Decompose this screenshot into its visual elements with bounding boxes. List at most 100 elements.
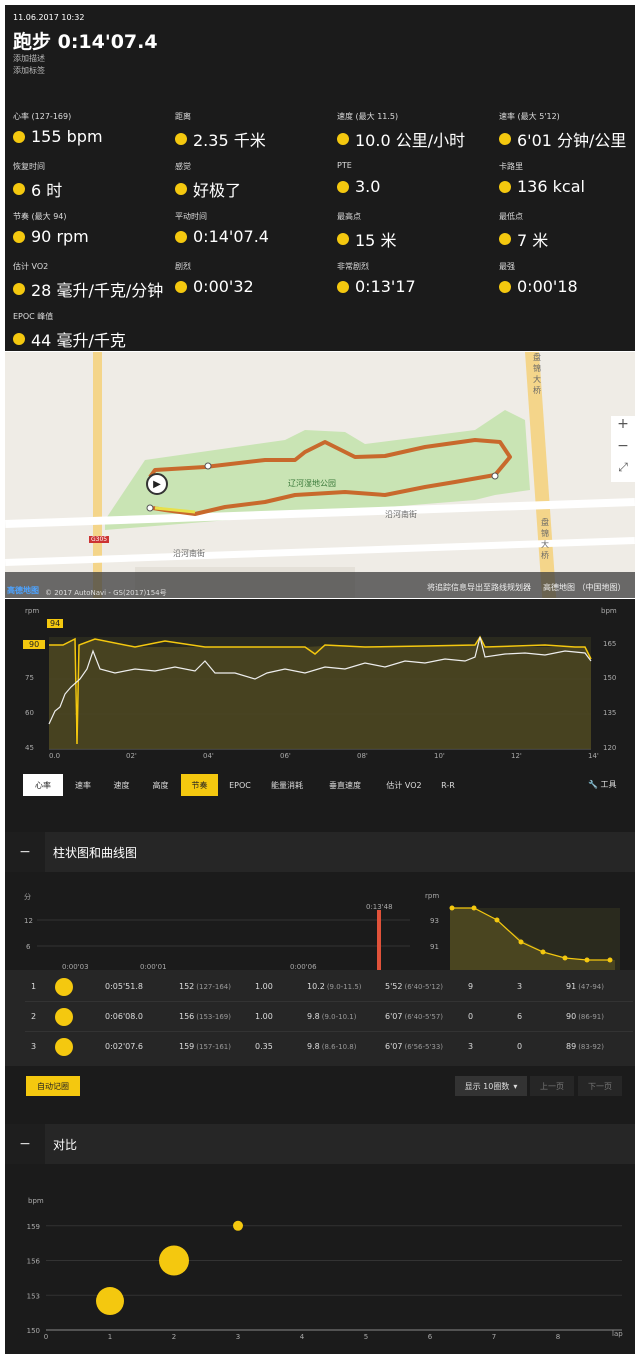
cell-range: (47-94) bbox=[578, 983, 604, 991]
stat-value: 155 bpm bbox=[13, 127, 103, 146]
chevron-down-icon: ▾ bbox=[513, 1081, 518, 1091]
cell-dist: 0.35 bbox=[255, 1042, 273, 1051]
compare-chart[interactable]: 159 156 153 150 0 1 2 3 4 5 6 7 8 bbox=[0, 1200, 640, 1350]
laps-per-page-select[interactable]: 显示 10圈数 ▾ bbox=[455, 1076, 527, 1096]
x-tick-label: 2 bbox=[172, 1333, 176, 1341]
add-description-link[interactable]: 添加描述 bbox=[13, 54, 45, 63]
cadence-point bbox=[449, 905, 455, 911]
collapse-button[interactable]: − bbox=[5, 832, 45, 872]
table-row[interactable]: 3 0:02'07.6 159 (157-161) 0.35 9.8 (8.6-10.8) 6… bbox=[25, 1032, 633, 1062]
cell-value: 0 bbox=[517, 1042, 523, 1051]
tools-button[interactable]: 🔧 工具 bbox=[588, 779, 617, 790]
x-tick-label: 0 bbox=[44, 1333, 48, 1341]
section-histogram-header[interactable]: − 柱状图和曲线图 bbox=[5, 832, 635, 872]
zoom-in-button[interactable]: + bbox=[617, 416, 629, 432]
tab-6[interactable]: 能量消耗 bbox=[271, 780, 303, 790]
cell-b: 3 bbox=[517, 982, 522, 991]
collapse-button[interactable]: − bbox=[5, 1124, 45, 1164]
export-route-link[interactable]: 将追踪信息导出至路线规划器 bbox=[427, 583, 531, 592]
map-source-select[interactable]: 高德地图 （中国地图） bbox=[543, 583, 626, 592]
cell-range: (6'56-5'33) bbox=[404, 1043, 444, 1051]
right-axis-tick: 135 bbox=[603, 709, 617, 717]
page-title: 跑步 0:14'07.4 bbox=[13, 31, 158, 53]
stat-label: 非常剧烈 bbox=[337, 262, 369, 271]
cell-range: (157-161) bbox=[196, 1043, 231, 1051]
main-chart-svg[interactable] bbox=[5, 599, 635, 769]
pace-icon bbox=[499, 133, 511, 145]
heart-icon bbox=[13, 130, 25, 143]
cell-pace: 6'07 (6'40-5'57) bbox=[385, 1012, 443, 1021]
stat-value: 好极了 bbox=[175, 177, 241, 201]
left-axis-tick: 60 bbox=[25, 709, 34, 717]
cell-value: 0:02'07.6 bbox=[105, 1042, 143, 1051]
histogram-chart[interactable] bbox=[5, 880, 635, 972]
tab-1[interactable]: 速率 bbox=[75, 780, 91, 790]
tab-0[interactable]: 心率 bbox=[23, 774, 63, 796]
cell-hr: 159 (157-161) bbox=[179, 1042, 231, 1051]
histogram-bar bbox=[377, 910, 381, 970]
road-horizontal-1 bbox=[5, 498, 635, 528]
tab-4[interactable]: 节奏 bbox=[181, 774, 218, 796]
cadence-tick: 93 bbox=[430, 917, 439, 925]
x-tick-label: 8 bbox=[556, 1333, 560, 1341]
stat-label: PTE bbox=[337, 161, 352, 170]
stat-value: 0:00'18 bbox=[499, 277, 578, 296]
zoom-out-button[interactable]: − bbox=[617, 438, 629, 454]
stat-label: 速度 (最大 11.5) bbox=[337, 112, 399, 121]
right-axis-unit: bpm bbox=[601, 607, 617, 615]
tab-8[interactable]: 估计 VO2 bbox=[386, 780, 422, 790]
tab-bar bbox=[5, 765, 635, 829]
down-arrow-icon bbox=[499, 233, 511, 245]
tab-7[interactable]: 垂直速度 bbox=[329, 780, 361, 790]
cadence-point bbox=[607, 957, 613, 963]
laps-per-page-label: 显示 10圈数 bbox=[464, 1081, 510, 1091]
bar-label: 0:00'03 bbox=[62, 963, 89, 971]
tab-2[interactable]: 速度 bbox=[113, 780, 130, 790]
x-tick-label: 6 bbox=[428, 1333, 433, 1341]
left-axis-tick: 75 bbox=[25, 674, 34, 682]
route-map[interactable]: ▶ 辽河湿地公园 沿河南街 沿河南街 G305 盘锦大桥 盘锦大桥 + − ⤢ … bbox=[5, 352, 635, 598]
cadence-point bbox=[471, 905, 477, 911]
tab-3[interactable]: 高度 bbox=[152, 780, 169, 790]
section-compare-header[interactable]: − 对比 bbox=[5, 1124, 635, 1164]
cadence-curve-area bbox=[450, 908, 615, 970]
cell-cad: 91 (47-94) bbox=[566, 982, 604, 991]
lap-icon bbox=[55, 1038, 73, 1056]
table-row[interactable]: 1 0:05'51.8 152 (127-164) 1.00 10.2 (9.0-11.5)… bbox=[25, 972, 633, 1002]
next-page-button[interactable]: 下一页 bbox=[578, 1076, 622, 1096]
cell-range: (6'40-5'12) bbox=[404, 983, 444, 991]
cadence-line bbox=[49, 635, 592, 745]
lap-icon bbox=[55, 1008, 73, 1026]
cell-time: 0:06'08.0 bbox=[105, 1012, 143, 1021]
stat-value: 0:14'07.4 bbox=[175, 227, 269, 246]
row-divider bbox=[25, 1031, 633, 1032]
fullscreen-button[interactable]: ⤢ bbox=[618, 460, 628, 474]
table-row[interactable]: 2 0:06'08.0 156 (153-169) 1.00 9.8 (9.0-10.1) 6… bbox=[25, 1002, 633, 1032]
compare-y-unit: bpm bbox=[28, 1197, 44, 1205]
add-tag-link[interactable]: 添加标签 bbox=[13, 66, 45, 75]
stat-label: 距离 bbox=[175, 112, 191, 121]
stat-label: EPOC 峰值 bbox=[13, 312, 54, 321]
cell-value: 159 bbox=[179, 1042, 195, 1051]
stat-label: 感觉 bbox=[175, 162, 191, 171]
cell-value: 10.2 bbox=[307, 982, 325, 991]
road-shield: G305 bbox=[89, 536, 110, 543]
smile-icon bbox=[175, 183, 187, 195]
y-tick-label: 150 bbox=[27, 1327, 40, 1335]
stat-value-text: 44 毫升/千克 bbox=[31, 331, 126, 350]
cell-cad: 90 (86-91) bbox=[566, 1012, 604, 1021]
tab-9[interactable]: R-R bbox=[441, 780, 455, 790]
cell-range: (83-92) bbox=[578, 1043, 604, 1051]
auto-record-button[interactable]: 自动记圈 bbox=[26, 1076, 80, 1096]
park-area bbox=[105, 410, 530, 530]
cell-value: 3 bbox=[517, 982, 523, 991]
tab-5[interactable]: EPOC bbox=[229, 780, 251, 790]
start-marker[interactable]: ▶ bbox=[146, 473, 168, 495]
cell-value: 90 bbox=[566, 1012, 577, 1021]
prev-page-button[interactable]: 上一页 bbox=[530, 1076, 574, 1096]
stat-value-text: 90 rpm bbox=[31, 227, 89, 246]
cell-a: 9 bbox=[468, 982, 473, 991]
stat-value-text: 0:00'18 bbox=[517, 277, 578, 296]
stat-label: 最高点 bbox=[337, 212, 361, 221]
left-axis-tick: 45 bbox=[25, 744, 34, 752]
